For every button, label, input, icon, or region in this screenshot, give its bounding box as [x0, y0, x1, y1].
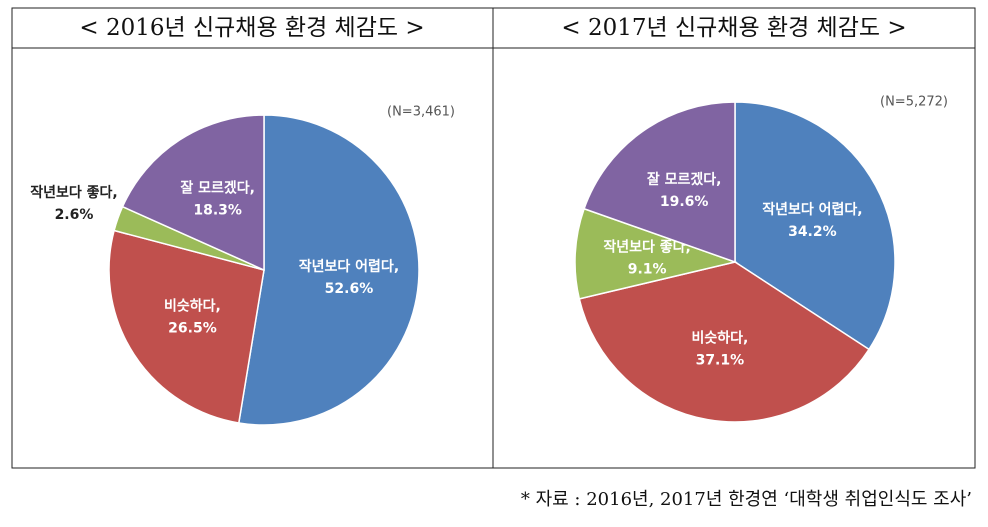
value-label: 9.1% — [628, 261, 667, 277]
pie-slice — [108, 229, 265, 424]
slice-label: 잘 모르겠다, — [180, 179, 255, 196]
slice-label: 작년보다 어렵다, — [762, 201, 862, 218]
slice-label: 비슷하다, — [164, 297, 221, 314]
value-label: 19.6% — [660, 194, 709, 210]
slice-label: 비슷하다, — [691, 330, 748, 347]
pie-slice — [121, 114, 265, 272]
pie-slice — [578, 261, 871, 423]
chart-title: < 2016년 신규채용 환경 체감도 > — [79, 15, 424, 41]
slice-label: 작년보다 좋다, — [30, 184, 117, 201]
value-label: 34.2% — [788, 224, 837, 240]
chart-title: < 2017년 신규채용 환경 체감도 > — [561, 15, 906, 41]
slice-label: 작년보다 어렵다, — [299, 258, 399, 275]
value-label: 52.6% — [325, 281, 374, 297]
subtitle: (N=3,461) — [387, 105, 455, 120]
pie-slice — [574, 207, 738, 300]
slice-label: 잘 모르겠다, — [647, 171, 722, 188]
slice-label: 작년보다 좋다, — [603, 238, 690, 255]
pie-slice — [237, 114, 420, 426]
value-label: 2.6% — [55, 207, 94, 223]
footer: * 자료 : 2016년, 2017년 한경연 ‘대학생 취업인식도 조사’ — [521, 489, 972, 510]
value-label: 37.1% — [696, 353, 745, 369]
subtitle: (N=5,272) — [880, 95, 948, 110]
pie-slice — [583, 101, 736, 264]
value-label: 18.3% — [193, 202, 242, 218]
value-label: 26.5% — [168, 320, 217, 336]
